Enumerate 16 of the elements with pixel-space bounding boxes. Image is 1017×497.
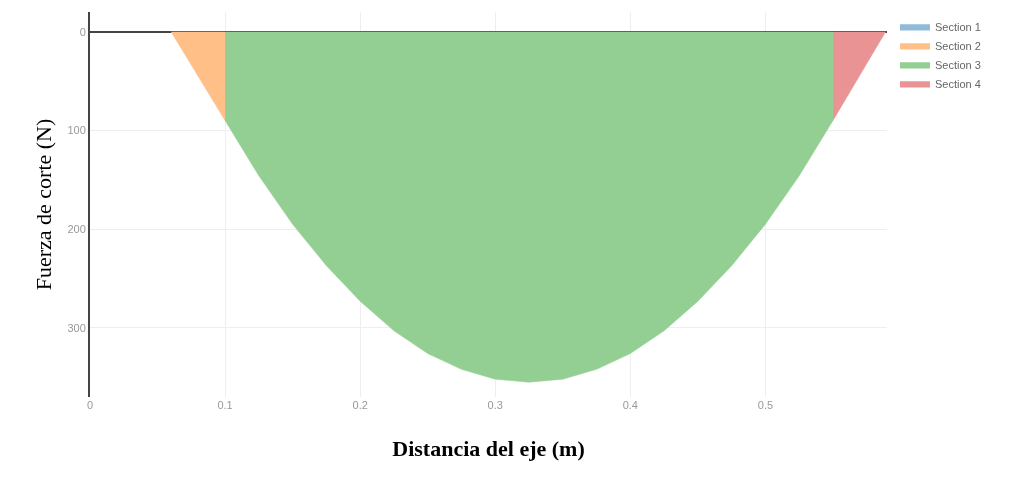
y-tick-label: 300 xyxy=(67,321,86,334)
legend-label: Section 3 xyxy=(934,58,981,71)
x-tick-label: 0 xyxy=(86,399,94,411)
x-tick-label: 0.3 xyxy=(487,399,503,411)
y-tick-label: 200 xyxy=(67,223,86,236)
x-tick-label: 0.1 xyxy=(217,399,233,411)
legend-label: Section 1 xyxy=(934,20,981,33)
y-tick-label: 0 xyxy=(79,25,86,38)
legend-label: Section 2 xyxy=(934,39,981,52)
x-tick-label: 0.4 xyxy=(622,399,638,411)
x-tick-label: 0.2 xyxy=(352,399,368,411)
x-tick-label: 0.5 xyxy=(757,399,774,411)
y-axis-title: Fuerza de corte (N) xyxy=(30,118,56,291)
legend-label: Section 4 xyxy=(934,77,981,90)
x-axis-title: Distancia del eje (m) xyxy=(392,435,585,461)
y-tick-label: 100 xyxy=(67,124,86,137)
